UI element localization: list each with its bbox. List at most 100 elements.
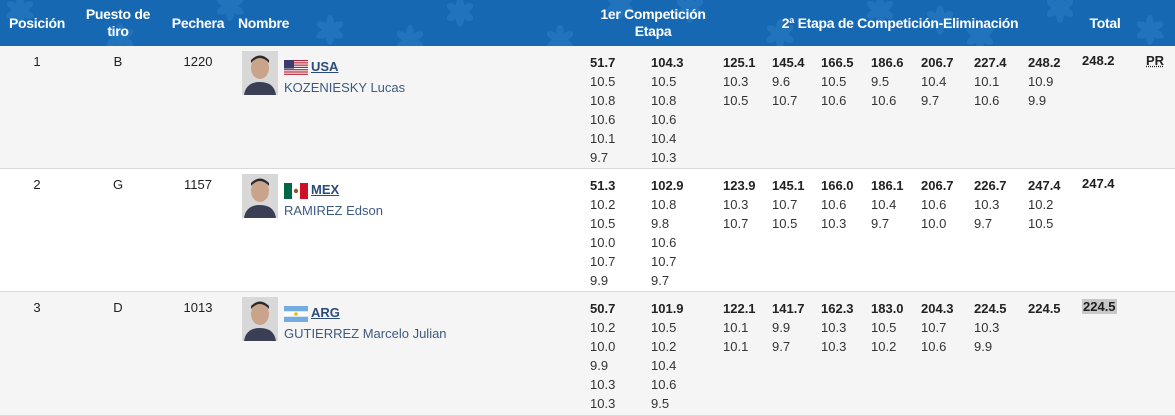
stage2-series: 204.3 10.7 10.6 [921, 299, 954, 356]
shot-score: 10.2 [871, 339, 897, 354]
stage2-series: 183.0 10.5 10.2 [871, 299, 904, 356]
shot-score: 10.7 [772, 93, 798, 108]
shot-score: 10.3 [821, 339, 847, 354]
series-total: 102.9 [651, 178, 684, 193]
shot-score: 10.6 [921, 339, 947, 354]
series-total: 141.7 [772, 301, 805, 316]
shot-score: 10.3 [651, 150, 677, 165]
stage2-series: 186.1 10.4 9.7 [871, 176, 904, 233]
series-total: 186.6 [871, 55, 904, 70]
shot-score: 10.6 [921, 197, 947, 212]
shot-score: 10.2 [651, 339, 677, 354]
shot-score: 10.6 [590, 112, 616, 127]
athlete-name[interactable]: GUTIERREZ Marcelo Julian [284, 326, 447, 341]
stage2-series: 141.7 9.9 9.7 [772, 299, 805, 356]
country-link[interactable]: ARG [311, 305, 340, 320]
record-badge[interactable]: PR [1146, 53, 1165, 68]
series-total: 145.1 [772, 178, 805, 193]
shot-score: 10.2 [590, 197, 616, 212]
shot-score: 10.7 [651, 254, 677, 269]
shot-score: 10.0 [590, 339, 616, 354]
stage2-series: 166.5 10.5 10.6 [821, 53, 854, 110]
series-total: 224.5 [974, 301, 1007, 316]
shot-score: 10.6 [871, 93, 897, 108]
country-link[interactable]: MEX [311, 182, 340, 197]
series-total: 166.0 [821, 178, 854, 193]
header-nombre: Nombre [238, 14, 290, 31]
shot-score: 9.9 [590, 358, 609, 373]
shot-score: 10.6 [974, 93, 1000, 108]
header-total: Total [1089, 14, 1121, 31]
shot-score: 10.6 [651, 377, 677, 392]
series-total: 247.4 [1028, 178, 1061, 193]
series-total: 206.7 [921, 55, 954, 70]
stage1-series: 51.7 10.5 10.8 10.6 10.1 9.7 [590, 53, 615, 167]
results-table-header: Posición Puesto de tiro Pechera Nombre 1… [0, 0, 1175, 46]
shot-score: 10.4 [651, 358, 677, 373]
athlete-photo [242, 297, 278, 341]
shot-score: 10.7 [723, 216, 749, 231]
stage2-series: 125.1 10.3 10.5 [723, 53, 756, 110]
athlete-name[interactable]: KOZENIESKY Lucas [284, 80, 406, 95]
stage1-series: 101.9 10.5 10.2 10.4 10.6 9.5 [651, 299, 684, 413]
shot-score: 9.8 [651, 216, 670, 231]
posicion-cell: 2 [33, 177, 41, 192]
header-etapa1: 1er Competición Etapa [600, 6, 706, 39]
shot-score: 10.4 [871, 197, 897, 212]
series-total: 122.1 [723, 301, 756, 316]
shot-score: 10.4 [921, 74, 947, 89]
arg-flag-icon [284, 306, 308, 322]
stage2-series: 227.4 10.1 10.6 [974, 53, 1007, 110]
series-total: 50.7 [590, 301, 616, 316]
series-total: 204.3 [921, 301, 954, 316]
shot-score: 10.5 [590, 216, 616, 231]
puesto-cell: B [113, 54, 123, 69]
shot-score: 10.3 [723, 197, 749, 212]
stage2-series: 248.2 10.9 9.9 [1028, 53, 1061, 110]
athlete-photo [242, 51, 278, 95]
shot-score: 9.9 [590, 273, 609, 288]
series-total: 227.4 [974, 55, 1007, 70]
shot-score: 10.5 [821, 74, 847, 89]
total-score: 247.4 [1082, 176, 1115, 191]
stage2-series: 226.7 10.3 9.7 [974, 176, 1007, 233]
total-score: 224.5 [1082, 299, 1117, 314]
series-total: 145.4 [772, 55, 805, 70]
stage1-series: 50.7 10.2 10.0 9.9 10.3 10.3 [590, 299, 615, 413]
shot-score: 10.8 [651, 197, 677, 212]
stage2-series: 145.4 9.6 10.7 [772, 53, 805, 110]
stage2-series: 206.7 10.6 10.0 [921, 176, 954, 233]
athlete-photo [242, 174, 278, 218]
shot-score: 10.7 [590, 254, 616, 269]
puesto-cell: G [112, 177, 124, 192]
shot-score: 10.3 [590, 377, 616, 392]
athlete-name[interactable]: RAMIREZ Edson [284, 203, 383, 218]
stage1-series: 51.3 10.2 10.5 10.0 10.7 9.9 [590, 176, 615, 290]
shot-score: 9.7 [921, 93, 940, 108]
shot-score: 10.7 [772, 197, 798, 212]
shot-score: 9.7 [590, 150, 609, 165]
series-total: 224.5 [1028, 301, 1061, 316]
shot-score: 9.9 [1028, 93, 1047, 108]
pechera-cell: 1157 [184, 177, 212, 192]
shot-score: 10.9 [1028, 74, 1054, 89]
table-row: 1 B 1220 USA KOZENIESKY Lucas 51.7 10.5 10.8 10.… [0, 46, 1175, 169]
series-total: 183.0 [871, 301, 904, 316]
stage1-series: 102.9 10.8 9.8 10.6 10.7 9.7 [651, 176, 684, 290]
shot-score: 10.3 [974, 320, 1000, 335]
shot-score: 9.6 [772, 74, 791, 89]
shot-score: 10.1 [974, 74, 1000, 89]
shot-score: 9.7 [974, 216, 993, 231]
shot-score: 10.5 [723, 93, 749, 108]
posicion-cell: 1 [33, 54, 41, 69]
header-posicion: Posición [9, 14, 65, 31]
shot-score: 9.7 [651, 273, 670, 288]
shot-score: 10.0 [921, 216, 947, 231]
shot-score: 10.5 [871, 320, 897, 335]
pechera-cell: 1013 [183, 300, 213, 315]
shot-score: 10.5 [1028, 216, 1054, 231]
country-link[interactable]: USA [311, 59, 339, 74]
stage2-series: 206.7 10.4 9.7 [921, 53, 954, 110]
stage2-series: 122.1 10.1 10.1 [723, 299, 756, 356]
shot-score: 10.6 [651, 235, 677, 250]
